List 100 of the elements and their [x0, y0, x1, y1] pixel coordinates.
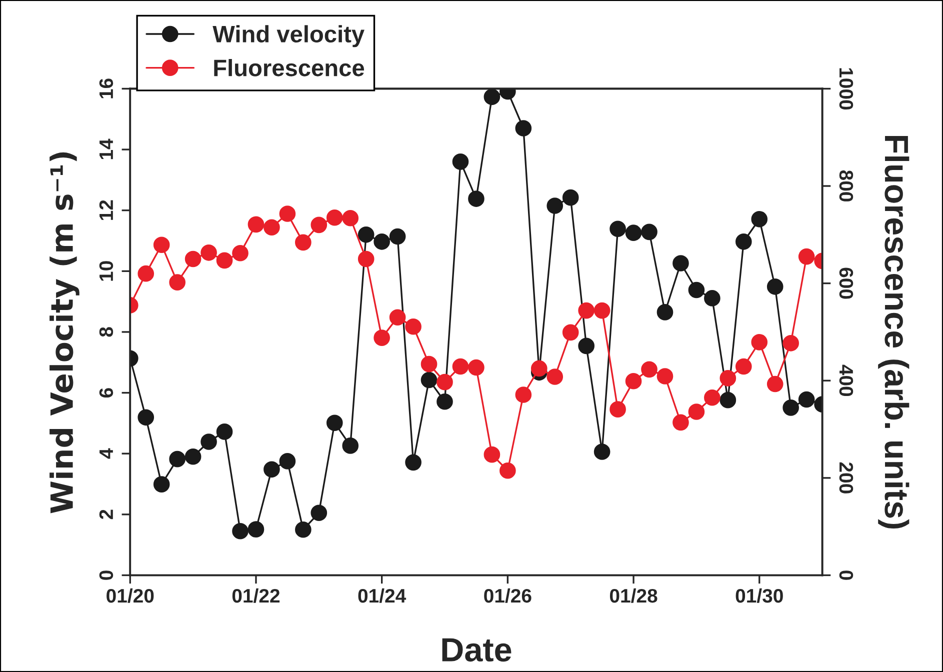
point	[374, 233, 390, 250]
y2-axis-title: Fluorescence (arb. units)	[878, 136, 910, 529]
y-tick-label: 2	[99, 510, 113, 520]
y-tick-label: 4	[100, 448, 113, 459]
point	[184, 448, 202, 465]
point	[484, 446, 500, 463]
point	[216, 252, 233, 269]
point	[310, 504, 328, 522]
point	[200, 244, 217, 261]
point	[735, 233, 752, 250]
point	[405, 454, 422, 471]
x-tick-label: 01/30	[736, 588, 783, 603]
point	[656, 368, 674, 384]
point	[232, 244, 248, 262]
point	[546, 198, 564, 214]
y2-tick-label: 800	[839, 170, 854, 202]
x-tick-label: 01/28	[610, 588, 658, 603]
point	[310, 216, 328, 234]
point	[326, 414, 343, 432]
point	[594, 302, 610, 319]
point	[342, 438, 359, 454]
point	[358, 250, 374, 268]
point	[578, 302, 594, 319]
point	[610, 220, 626, 238]
point	[562, 189, 579, 206]
point	[672, 414, 689, 431]
x-axis-title: Date	[442, 638, 512, 662]
point	[264, 219, 280, 236]
point	[200, 434, 217, 450]
y-tick-label: 12	[99, 200, 113, 220]
x-tick-label: 01/24	[358, 588, 406, 603]
point	[468, 190, 484, 207]
point	[279, 453, 296, 470]
point	[782, 400, 799, 416]
y-tick-label: 6	[99, 388, 114, 398]
y2-tick-label: 400	[839, 364, 854, 396]
point	[641, 224, 658, 240]
point	[389, 309, 406, 326]
point	[672, 255, 689, 272]
x-tick-label: 01/22	[232, 588, 280, 603]
y2-tick-label: 600	[839, 268, 854, 299]
point	[153, 476, 170, 492]
legend-label: Fluorescence	[214, 58, 364, 76]
point	[389, 228, 406, 245]
point	[452, 358, 469, 375]
point	[720, 370, 736, 386]
point	[484, 88, 500, 106]
point	[138, 265, 154, 282]
point	[530, 360, 548, 377]
y-axis-title: Wind Velocity (m s⁻¹)	[50, 152, 80, 514]
y-tick-label: 8	[99, 327, 114, 337]
point	[216, 424, 233, 440]
point	[295, 521, 312, 538]
point	[578, 338, 594, 354]
y-tick-label: 14	[100, 138, 113, 160]
point	[436, 393, 453, 410]
point	[766, 376, 784, 392]
point	[562, 324, 579, 341]
point	[248, 216, 264, 233]
point	[641, 361, 658, 378]
point	[420, 372, 438, 388]
y-tick-label: 0	[99, 570, 114, 580]
point	[751, 210, 768, 228]
point	[184, 250, 202, 268]
point	[248, 521, 264, 538]
point	[500, 462, 516, 479]
legend-label: Wind velocity	[212, 25, 364, 48]
y2-tick-label: 1000	[839, 68, 854, 110]
point	[625, 224, 642, 241]
point	[374, 330, 390, 346]
x-tick-label: 01/20	[106, 588, 154, 603]
point	[264, 461, 280, 478]
point	[436, 374, 453, 390]
point	[515, 386, 532, 403]
point	[610, 401, 626, 418]
point	[735, 358, 752, 375]
point	[798, 391, 815, 408]
point	[782, 335, 799, 352]
point	[704, 290, 720, 306]
point	[766, 278, 784, 295]
y2-tick-label: 0	[839, 570, 854, 580]
y-tick-label: 10	[99, 261, 114, 281]
point	[279, 206, 296, 222]
point	[138, 409, 154, 426]
x-tick-label: 01/26	[484, 588, 532, 603]
point	[798, 248, 815, 265]
point	[169, 450, 186, 468]
point	[625, 372, 642, 390]
point	[594, 444, 610, 460]
point	[688, 282, 705, 298]
y-tick-label: 16	[99, 78, 114, 98]
point	[688, 404, 705, 420]
point	[153, 236, 170, 254]
point	[468, 359, 484, 376]
point	[720, 392, 736, 408]
point	[420, 356, 438, 372]
point	[452, 154, 469, 170]
point	[704, 389, 720, 406]
point	[656, 304, 674, 320]
point	[326, 209, 343, 226]
